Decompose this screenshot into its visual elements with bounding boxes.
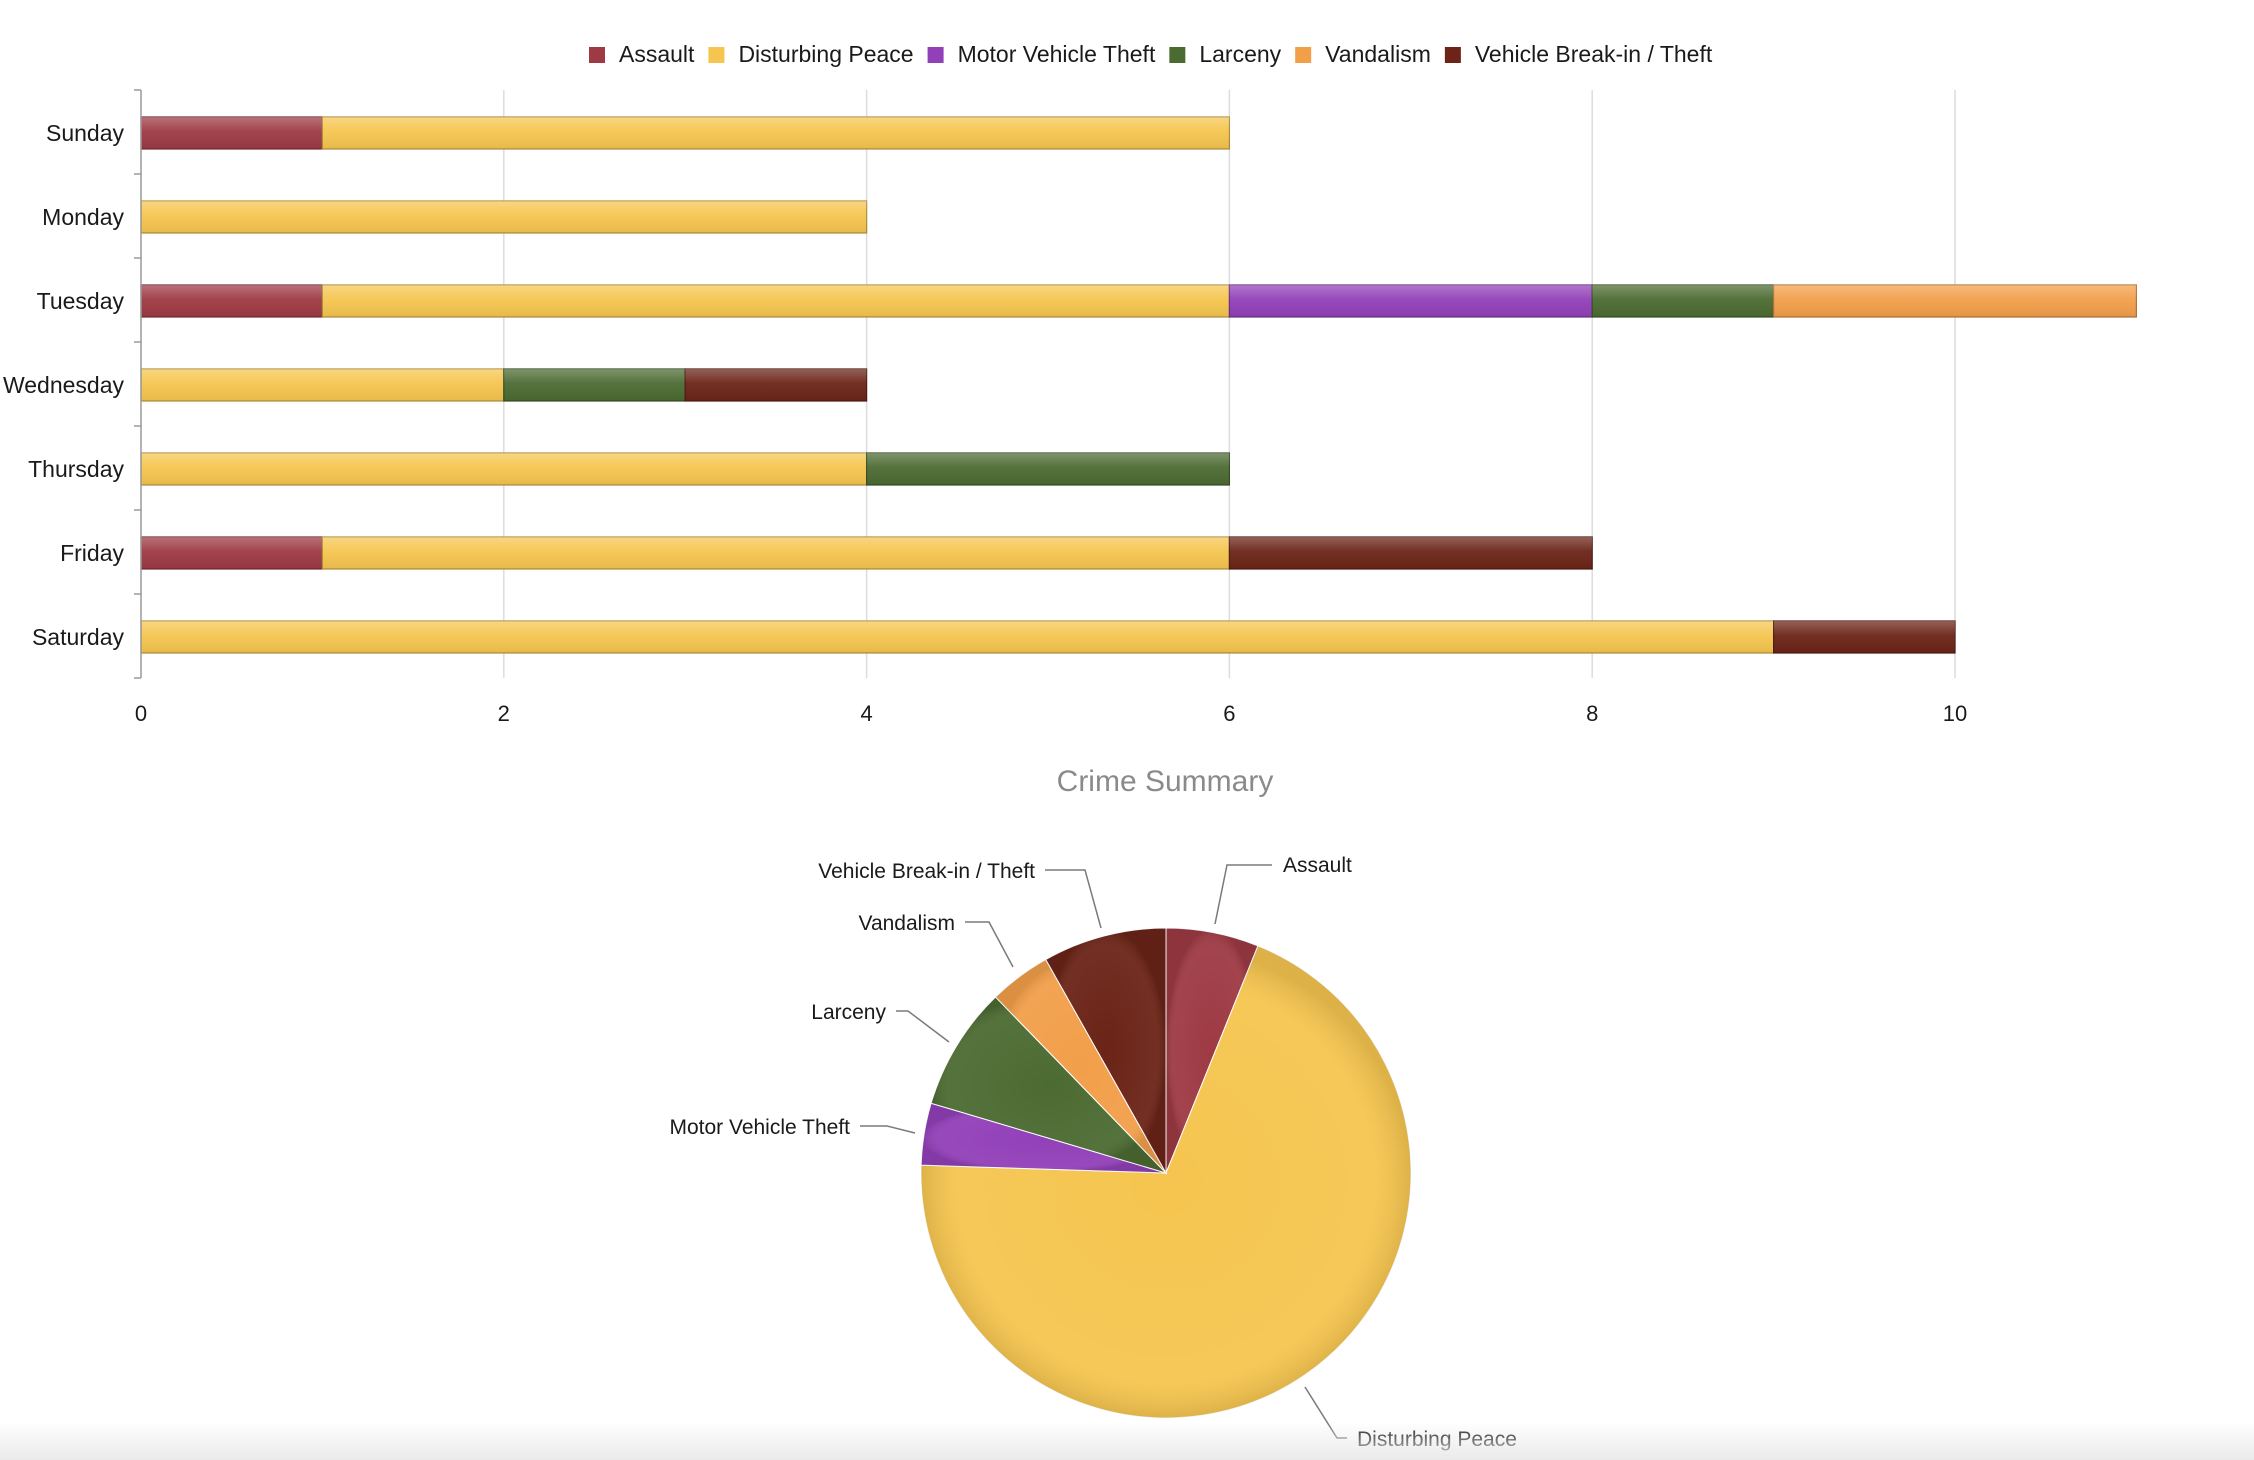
pie-slice-assault[interactable]	[1165, 927, 1259, 1174]
bar-segment-disturbing-peace[interactable]	[321, 536, 1230, 570]
slice-shade	[1045, 928, 1166, 1173]
legend-swatch	[1169, 47, 1186, 63]
bar-segment-assault[interactable]	[140, 536, 323, 570]
bar-segment-disturbing-peace[interactable]	[321, 116, 1230, 150]
bar-shine	[141, 537, 323, 569]
legend-item-motor-vehicle-theft[interactable]: Motor Vehicle Theft	[927, 41, 1156, 67]
legend-label: Assault	[619, 41, 695, 67]
legend-item-vandalism[interactable]: Vandalism	[1295, 41, 1431, 67]
slice-shade	[921, 1103, 1166, 1173]
leader-line	[965, 921, 1014, 968]
chart-legend: Assault Disturbing Peace Motor Vehicle The…	[589, 41, 1713, 67]
bar-shine	[685, 369, 867, 401]
slice-shade	[921, 945, 1411, 1418]
bar-segment-disturbing-peace[interactable]	[140, 200, 868, 234]
pie-slice-label: Larceny	[811, 1001, 886, 1024]
bar-segment-assault[interactable]	[140, 284, 323, 318]
bar-segment-vandalism[interactable]	[1772, 284, 2137, 318]
x-tick-label: 6	[1223, 701, 1235, 726]
bar-segment-disturbing-peace[interactable]	[140, 620, 1775, 654]
bar-shine	[1773, 285, 2137, 317]
bar-shine	[1592, 285, 1774, 317]
y-category-label: Sunday	[46, 120, 125, 146]
pie-slice-label: Motor Vehicle Theft	[669, 1116, 850, 1139]
y-category-label: Tuesday	[37, 288, 125, 314]
bar-shine	[1773, 621, 1955, 653]
x-tick-label: 2	[498, 701, 510, 726]
bar-segment-vehicle-break-in-theft[interactable]	[1772, 620, 1956, 654]
bar-segment-larceny[interactable]	[1591, 284, 1775, 318]
bar-shine	[322, 117, 1230, 149]
x-tick-label: 10	[1943, 701, 1967, 726]
pie-chart-title: Crime Summary	[1056, 765, 1274, 798]
axes: 0 2 4 6 8 10 Sunday Monday Tuesday Wednesday Thurs…	[3, 89, 1967, 726]
bar-shine	[141, 369, 504, 401]
slice-shade	[1166, 928, 1258, 1173]
y-category-label: Monday	[42, 204, 124, 230]
bar-shine	[322, 537, 1230, 569]
legend-label: Larceny	[1199, 41, 1281, 67]
legend-label: Vehicle Break-in / Theft	[1475, 41, 1713, 67]
bar-shine	[141, 621, 1774, 653]
legend-swatch	[589, 47, 605, 63]
x-tick-label: 4	[860, 701, 872, 726]
leader-line	[860, 1125, 916, 1134]
legend-swatch	[927, 47, 944, 63]
legend-label: Disturbing Peace	[738, 41, 913, 67]
bar-shine	[322, 285, 1230, 317]
pie-slice-label: Assault	[1283, 854, 1352, 877]
pie-slice-label: Vandalism	[859, 912, 956, 935]
bar-segment-motor-vehicle-theft[interactable]	[1228, 284, 1593, 318]
pie-slice-larceny[interactable]	[930, 996, 1168, 1175]
bar-shine	[866, 453, 1230, 485]
legend-item-assault[interactable]: Assault	[589, 41, 695, 67]
x-tick-label: 8	[1586, 701, 1598, 726]
bar-segment-vehicle-break-in-theft[interactable]	[1228, 536, 1593, 570]
y-category-label: Thursday	[28, 456, 124, 482]
bar-segment-disturbing-peace[interactable]	[321, 284, 1230, 318]
slice-shade	[995, 959, 1166, 1173]
bar-shine	[141, 453, 867, 485]
bar-segment-vehicle-break-in-theft[interactable]	[684, 368, 868, 402]
pie-slices	[920, 927, 1412, 1419]
x-gridlines	[503, 90, 1956, 678]
bottom-scroll-shadow	[0, 1422, 2254, 1460]
legend-item-larceny[interactable]: Larceny	[1169, 41, 1282, 67]
y-category-label: Wednesday	[3, 372, 125, 398]
leader-line	[1045, 869, 1102, 929]
legend-swatch	[1295, 47, 1312, 63]
legend-label: Vandalism	[1325, 41, 1431, 67]
legend-swatch	[708, 47, 725, 63]
bar-shine	[141, 201, 867, 233]
bar-segment-larceny[interactable]	[503, 368, 686, 402]
pie-slice-vehicle-break-in-theft[interactable]	[1045, 927, 1167, 1175]
bar-segment-assault[interactable]	[140, 116, 323, 150]
y-category-label: Saturday	[32, 624, 125, 650]
weekday-stacked-bar-chart: Assault Disturbing Peace Motor Vehicle The…	[3, 41, 2137, 726]
bar-shine	[503, 369, 686, 401]
y-category-label: Friday	[60, 540, 124, 566]
bar-segment-larceny[interactable]	[865, 452, 1230, 486]
legend-label: Motor Vehicle Theft	[958, 41, 1156, 67]
bar-shine	[141, 285, 323, 317]
leader-line	[1214, 864, 1272, 925]
legend-item-vehicle-break-in-theft[interactable]: Vehicle Break-in / Theft	[1444, 41, 1713, 67]
pie-slice-disturbing-peace[interactable]	[920, 945, 1412, 1419]
leader-line	[896, 1010, 950, 1043]
slice-shade	[931, 997, 1166, 1173]
bar-shine	[1229, 285, 1593, 317]
x-tick-label: 0	[135, 701, 147, 726]
bar-shine	[141, 117, 323, 149]
bar-segment-disturbing-peace[interactable]	[140, 452, 868, 486]
bar-segment-disturbing-peace[interactable]	[140, 368, 505, 402]
bar-shine	[1229, 537, 1593, 569]
bar-series	[140, 116, 2137, 654]
legend-swatch	[1444, 47, 1461, 63]
legend-item-disturbing-peace[interactable]: Disturbing Peace	[708, 41, 914, 67]
pie-slice-label: Vehicle Break-in / Theft	[818, 860, 1035, 883]
